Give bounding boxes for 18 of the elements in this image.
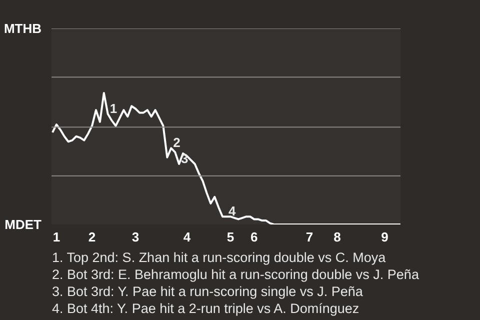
x-tick-label: 5 — [226, 230, 234, 244]
text: 4. Bot 4th: Y. Pae hit a 2-run triple vs A. Domínguez — [52, 300, 360, 317]
x-tick-label: 8 — [334, 230, 341, 244]
text: 2 — [173, 135, 180, 150]
x-tick-label: 7 — [306, 230, 314, 244]
text: 1. Top 2nd: S. Zhan hit a run-scoring double vs C. Moya — [52, 249, 387, 266]
x-tick-label: 3 — [132, 230, 140, 244]
text: 3. Bot 3rd: Y. Pae hit a run-scoring single vs J. Peña — [52, 283, 364, 300]
x-tick-label: 6 — [250, 230, 258, 244]
x-tick-label: 2 — [88, 230, 96, 244]
x-tick-label: 1 — [52, 230, 60, 244]
text: 4 — [228, 204, 236, 219]
text: 2. Bot 3rd: E. Behramoglu hit a run-scoring double vs J. Peña — [52, 266, 419, 283]
text: 1 — [110, 101, 118, 116]
x-tick-label: 9 — [381, 230, 388, 244]
text: MDET — [4, 217, 42, 232]
x-tick-label: 4 — [183, 230, 192, 244]
text: MTHB — [4, 21, 42, 36]
